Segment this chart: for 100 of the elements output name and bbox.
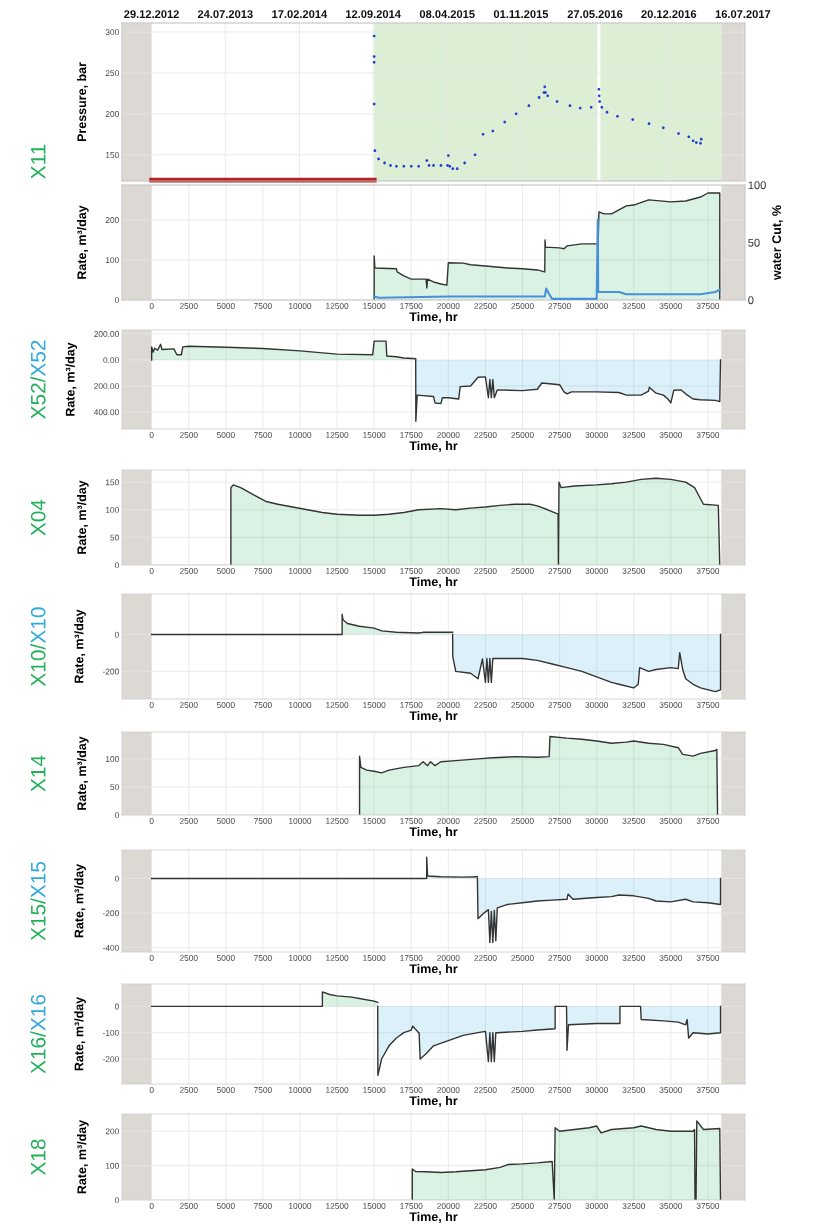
x-tick-label: 27500	[548, 432, 571, 438]
y-tick-label: 0	[114, 631, 119, 638]
x-tick-label: 7500	[254, 818, 272, 824]
x-tick-label: 37500	[696, 303, 720, 309]
y2-tick-label: 100	[748, 181, 766, 190]
point	[481, 132, 485, 136]
line-series	[373, 218, 721, 300]
point	[527, 104, 531, 108]
x-tick-label: 30000	[585, 955, 608, 961]
x-tick-label: 12500	[326, 818, 349, 824]
x-tick-label: 0	[149, 1087, 154, 1093]
x-tick-label: 7500	[254, 955, 272, 961]
x-tick-label: 25000	[511, 432, 534, 438]
x-tick-label: 12500	[326, 1087, 349, 1093]
y-tick-label: 100	[105, 257, 119, 264]
text: X15/X15	[30, 861, 46, 941]
x-tick-label: 25000	[511, 568, 534, 574]
x-tick-label: 32500	[622, 955, 646, 961]
point	[537, 96, 541, 99]
point	[383, 161, 386, 165]
x-tick-label: 22500	[474, 303, 497, 309]
x-tick-label: 17500	[400, 1087, 423, 1093]
point	[503, 120, 507, 124]
text: X52/X52	[30, 340, 46, 419]
y-tick-label: 0	[114, 562, 119, 569]
x-axis-title: Time, hr	[409, 1211, 458, 1223]
x2-tick-label: 08.04.2015	[419, 10, 475, 19]
x-axis-title: Time, hr	[409, 710, 458, 722]
point	[661, 126, 665, 130]
point	[446, 154, 450, 158]
x-tick-label: 20000	[437, 702, 460, 708]
x-axis-title: Time, hr	[409, 1095, 458, 1107]
x-tick-label: 5000	[216, 955, 235, 961]
x-axis-title: Time, hr	[409, 440, 458, 452]
x-tick-label: 12500	[326, 303, 349, 309]
x2-tick-label: 16.07.2017	[715, 10, 771, 19]
x-tick-label: 30000	[585, 818, 608, 824]
x-tick-label: 17500	[400, 955, 423, 961]
y-axis-title: Rate, m³/day	[77, 736, 89, 810]
x-tick-label: 15000	[363, 702, 386, 708]
x-tick-label: 10000	[289, 955, 312, 961]
x-tick-label: 32500	[622, 1203, 646, 1209]
point	[597, 87, 601, 91]
x-tick-label: 20000	[437, 818, 460, 824]
x-tick-label: 37500	[696, 702, 720, 708]
x-tick-label: 10000	[289, 702, 312, 708]
x-tick-label: 37500	[696, 955, 720, 961]
x-tick-label: 35000	[659, 303, 683, 309]
x-tick-label: 22500	[474, 1087, 497, 1093]
x-tick-label: 17500	[400, 1203, 423, 1209]
y-tick-label: 200.00	[94, 331, 119, 338]
x-tick-label: 20000	[437, 1203, 460, 1209]
x-tick-label: 35000	[659, 702, 683, 708]
y-axis-title: Rate, m³/day	[65, 342, 78, 416]
x-tick-label: 20000	[437, 568, 460, 574]
y-axis-title: Rate, m³/day	[77, 1119, 89, 1194]
x2-tick-label: 12.09.2014	[346, 10, 401, 19]
x-tick-label: 37500	[696, 818, 720, 824]
point	[616, 114, 619, 118]
x-tick-label: 37500	[696, 432, 720, 438]
y-tick-label: 150	[105, 152, 119, 158]
x-tick-label: 10000	[289, 1203, 312, 1209]
x-tick-label: 7500	[254, 568, 272, 574]
x-tick-label: 17500	[400, 432, 423, 438]
point	[432, 164, 435, 167]
point	[372, 60, 376, 64]
x-axis-title: Time, hr	[409, 311, 458, 323]
y-tick-label: 100	[105, 756, 119, 763]
point	[677, 132, 680, 135]
x-tick-label: 25000	[511, 702, 534, 708]
text: X18	[30, 1139, 46, 1176]
point	[439, 164, 443, 167]
x-axis-title: Time, hr	[409, 963, 458, 975]
point	[389, 164, 392, 167]
x-tick-label: 37500	[696, 1087, 720, 1093]
y-tick-label: -200	[102, 1056, 119, 1063]
x-axis-title: Time, hr	[409, 576, 458, 588]
point	[699, 141, 702, 145]
point	[647, 122, 651, 126]
x-tick-label: 7500	[254, 1087, 272, 1093]
y-tick-label: 300	[105, 29, 119, 36]
x-tick-label: 22500	[474, 818, 497, 824]
point	[425, 159, 429, 162]
y-axis-title: Rate, m³/day	[74, 609, 86, 683]
y-tick-label: -100	[102, 1029, 119, 1036]
x-tick-label: 32500	[622, 702, 646, 708]
x-tick-label: 17500	[400, 702, 423, 708]
x-tick-label: 0	[149, 568, 154, 574]
x-tick-label: 20000	[437, 955, 460, 961]
x-tick-label: 25000	[511, 1203, 534, 1209]
x-tick-label: 2500	[179, 1087, 198, 1093]
x-tick-label: 37500	[696, 1203, 720, 1209]
point	[409, 164, 413, 168]
x-tick-label: 12500	[326, 702, 349, 708]
y-tick-label: 200	[105, 1128, 119, 1135]
point	[451, 167, 455, 171]
x-tick-label: 27500	[548, 1087, 571, 1093]
x-tick-label: 35000	[659, 1203, 683, 1209]
point	[373, 149, 377, 153]
chart-title: X11	[31, 144, 46, 179]
